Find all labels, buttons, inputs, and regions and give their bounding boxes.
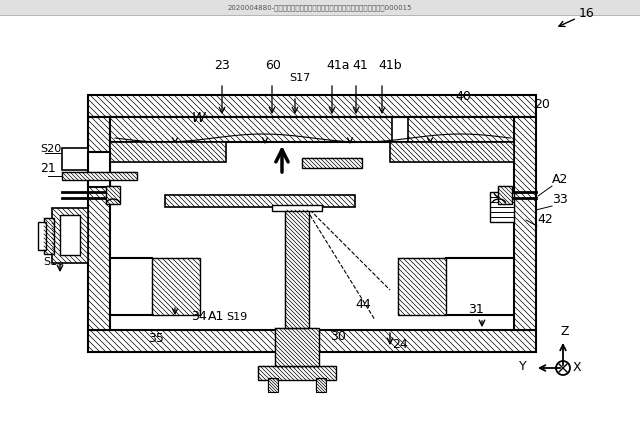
Text: 21: 21 <box>40 162 56 175</box>
Bar <box>60 215 80 255</box>
Text: 34: 34 <box>191 310 207 323</box>
Text: S20: S20 <box>40 144 61 154</box>
Text: W: W <box>192 111 205 125</box>
Bar <box>88 95 536 117</box>
Bar <box>490 192 514 222</box>
Bar <box>88 330 536 352</box>
Bar <box>390 142 514 162</box>
Text: X: X <box>573 361 582 374</box>
Text: 22: 22 <box>48 242 64 255</box>
Text: Z: Z <box>561 325 569 338</box>
Bar <box>44 218 54 254</box>
Polygon shape <box>398 258 446 315</box>
Bar <box>165 195 355 207</box>
Text: 41b: 41b <box>378 59 402 72</box>
Text: A1: A1 <box>208 310 225 323</box>
Text: 20: 20 <box>534 98 550 111</box>
Bar <box>258 366 336 380</box>
Bar <box>275 328 319 368</box>
Bar <box>110 142 226 162</box>
Text: S17: S17 <box>289 73 310 83</box>
Bar <box>285 210 309 328</box>
Bar <box>52 208 88 263</box>
Bar <box>110 117 514 142</box>
Text: 23: 23 <box>214 59 230 72</box>
Text: Y: Y <box>519 360 527 373</box>
Bar <box>272 205 322 211</box>
Text: 35: 35 <box>148 332 164 345</box>
Bar <box>62 148 88 170</box>
Text: 33: 33 <box>552 193 568 206</box>
Bar <box>110 117 392 142</box>
Text: A2: A2 <box>552 173 568 186</box>
Text: 40: 40 <box>455 90 471 103</box>
Text: 42: 42 <box>537 213 553 226</box>
Bar <box>498 186 512 204</box>
Bar <box>316 378 326 392</box>
Text: 60: 60 <box>265 59 281 72</box>
Bar <box>408 117 514 142</box>
Text: 16: 16 <box>579 7 595 20</box>
Text: 32: 32 <box>303 330 319 343</box>
Text: S19: S19 <box>226 312 247 322</box>
Bar <box>88 152 110 187</box>
Text: 31: 31 <box>468 303 484 316</box>
Bar <box>106 186 120 204</box>
Bar <box>268 378 278 392</box>
Bar <box>38 222 46 250</box>
Text: 41: 41 <box>352 59 368 72</box>
Bar <box>0 0 640 15</box>
Polygon shape <box>152 258 200 315</box>
Text: 2020004880-基板処理装置、基板処理システムおよび基板処理方法　図000015: 2020004880-基板処理装置、基板処理システムおよび基板処理方法 図000… <box>228 5 412 11</box>
Text: 41a: 41a <box>326 59 349 72</box>
Bar <box>302 158 362 168</box>
Bar <box>514 117 536 330</box>
Text: 24: 24 <box>392 338 408 351</box>
Bar <box>88 117 110 330</box>
Bar <box>62 172 137 180</box>
Text: 44: 44 <box>355 298 371 311</box>
Text: S18: S18 <box>43 257 64 267</box>
Text: 30: 30 <box>330 330 346 343</box>
